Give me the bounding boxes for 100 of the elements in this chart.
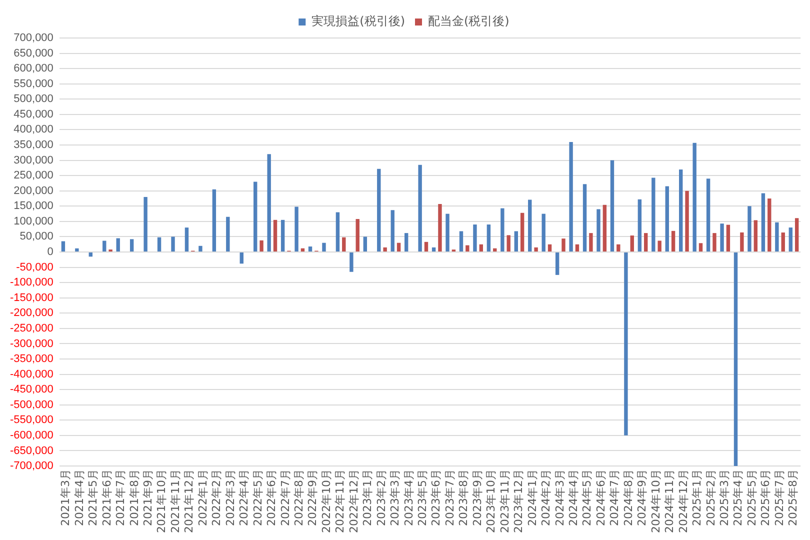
bar [226, 216, 230, 252]
bar [171, 236, 175, 252]
bar [734, 252, 738, 466]
y-tick-label: -450,000 [10, 384, 54, 396]
y-tick-label: -600,000 [10, 429, 54, 442]
x-tick-label: 2024年8月 [622, 469, 635, 526]
y-tick-label: -550,000 [10, 414, 54, 426]
bar [280, 220, 285, 252]
y-tick-label: 550,000 [14, 78, 54, 90]
bar [198, 246, 202, 252]
x-tick-label: 2022年4月 [238, 469, 251, 526]
x-tick-label: 2021年11月 [168, 469, 182, 534]
y-tick-label: 200,000 [14, 184, 54, 197]
bar [157, 237, 162, 252]
x-tick-label: 2021年4月 [72, 469, 86, 526]
bar [652, 178, 656, 252]
bar [569, 142, 573, 252]
bar [542, 214, 546, 252]
bar [459, 231, 464, 252]
y-tick-label: 100,000 [14, 215, 54, 228]
y-tick-label: 650,000 [14, 47, 54, 60]
x-tick-label: 2021年5月 [86, 469, 100, 526]
bar [768, 198, 772, 252]
x-tick-label: 2023年7月 [443, 469, 456, 526]
x-tick-label: 2025年3月 [718, 469, 731, 526]
y-tick-label: 150,000 [14, 200, 54, 212]
x-tick-label: 2023年9月 [470, 469, 484, 526]
bar [294, 206, 298, 252]
x-tick-label: 2021年8月 [128, 469, 141, 526]
bar [679, 169, 683, 252]
bar [396, 242, 401, 252]
bar [432, 247, 436, 252]
x-tick-label: 2023年1月 [361, 469, 374, 526]
bar [534, 247, 538, 252]
bar [473, 224, 477, 252]
bar [575, 244, 580, 252]
bar [788, 228, 793, 252]
bar [712, 233, 716, 252]
x-tick-label: 2021年3月 [59, 469, 72, 526]
bar [726, 224, 730, 252]
bar [616, 244, 620, 252]
bar [596, 209, 600, 252]
bar [377, 168, 381, 252]
y-tick-label: -650,000 [10, 444, 54, 457]
bar [240, 252, 244, 264]
x-tick-label: 2022年8月 [292, 469, 306, 526]
bar [754, 220, 758, 252]
bar [61, 241, 66, 252]
bar [748, 206, 752, 252]
bar [130, 239, 134, 252]
x-tick-label: 2021年10月 [155, 469, 168, 534]
bar [254, 182, 258, 252]
bar [602, 204, 607, 252]
bar [740, 232, 744, 252]
x-tick-label: 2022年3月 [224, 469, 237, 526]
bar [438, 204, 442, 252]
x-tick-label: 2023年6月 [430, 469, 443, 526]
bar [418, 164, 422, 252]
y-tick-label: 400,000 [14, 124, 54, 136]
x-tick-label: 2025年1月 [690, 469, 704, 526]
bar [75, 248, 79, 252]
y-tick-label: 0 [47, 246, 54, 258]
y-tick-label: 50,000 [20, 230, 54, 243]
y-tick-label: 500,000 [14, 93, 54, 106]
bar [698, 243, 703, 252]
bar [506, 235, 510, 252]
x-tick-label: 2025年4月 [732, 469, 745, 526]
x-tick-label: 2023年5月 [416, 469, 430, 526]
bar [548, 244, 552, 252]
bar [350, 252, 354, 272]
bar [630, 235, 634, 252]
bar [212, 189, 216, 252]
y-tick-label: -200,000 [10, 307, 54, 320]
x-tick-label: 2024年1月 [526, 469, 539, 526]
bar [589, 233, 593, 252]
x-tick-label: 2024年3月 [553, 469, 566, 526]
x-tick-label: 2025年5月 [745, 469, 758, 526]
y-tick-label: 350,000 [14, 139, 54, 152]
y-tick-label: -700,000 [10, 460, 54, 472]
y-tick-label: -100,000 [10, 276, 54, 289]
bar [184, 228, 189, 252]
x-tick-label: 2023年3月 [388, 469, 402, 526]
bar [356, 218, 360, 252]
x-tick-label: 2024年10月 [649, 469, 662, 534]
bar [446, 214, 450, 252]
bar [562, 238, 566, 252]
x-tick-label: 2024年4月 [566, 469, 580, 526]
x-tick-label: 2023年10月 [484, 469, 498, 534]
bar [342, 237, 346, 252]
bar [624, 252, 628, 436]
y-tick-label: -300,000 [10, 338, 54, 350]
y-tick-label: 600,000 [14, 62, 54, 75]
y-tick-label: -350,000 [10, 353, 54, 366]
bar [383, 247, 387, 252]
bar [528, 200, 532, 252]
bar [781, 232, 785, 252]
x-tick-label: 2021年7月 [114, 469, 128, 526]
bar [88, 252, 93, 257]
bar [102, 240, 106, 252]
y-tick-label: -400,000 [10, 368, 54, 380]
